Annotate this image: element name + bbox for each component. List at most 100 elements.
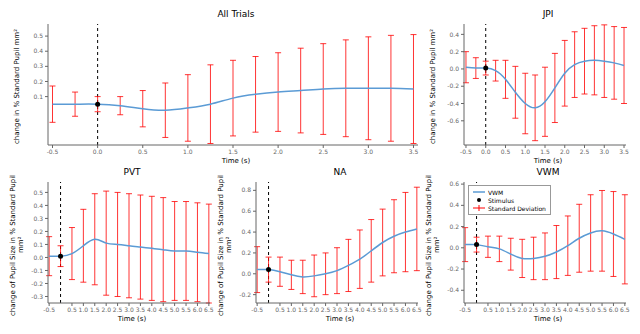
svg-text:1.0: 1.0 <box>520 148 530 155</box>
svg-text:-0.3: -0.3 <box>31 293 43 300</box>
svg-text:2.0: 2.0 <box>309 306 319 313</box>
svg-text:0.4: 0.4 <box>449 31 459 38</box>
svg-text:4.5: 4.5 <box>158 306 168 313</box>
svg-text:0.4: 0.4 <box>33 47 43 54</box>
svg-text:5.5: 5.5 <box>597 306 607 313</box>
svg-text:1.5: 1.5 <box>228 148 238 155</box>
svg-text:4.0: 4.0 <box>355 306 365 313</box>
svg-text:3.5: 3.5 <box>409 148 419 155</box>
svg-text:5.0: 5.0 <box>378 306 388 313</box>
svg-text:0.1: 0.1 <box>33 241 43 248</box>
svg-text:0.2: 0.2 <box>33 78 43 85</box>
svg-text:6.0: 6.0 <box>401 306 411 313</box>
svg-text:5.5: 5.5 <box>389 306 399 313</box>
svg-text:0.0: 0.0 <box>33 254 43 261</box>
svg-text:4.5: 4.5 <box>366 306 376 313</box>
svg-text:3.5: 3.5 <box>344 306 354 313</box>
svg-text:-0.6: -0.6 <box>447 117 459 124</box>
svg-text:0.5: 0.5 <box>275 306 285 313</box>
svg-text:5.0: 5.0 <box>586 306 596 313</box>
svg-text:1.5: 1.5 <box>540 148 550 155</box>
svg-text:0.0: 0.0 <box>449 244 459 251</box>
svg-text:5.5: 5.5 <box>181 306 191 313</box>
svg-text:-0.5: -0.5 <box>43 306 55 313</box>
svg-text:2.0: 2.0 <box>101 306 111 313</box>
svg-text:0.5: 0.5 <box>67 306 77 313</box>
svg-text:3.0: 3.0 <box>599 148 609 155</box>
svg-text:0.5: 0.5 <box>483 306 493 313</box>
svg-text:-0.2: -0.2 <box>447 82 459 89</box>
svg-text:1.0: 1.0 <box>183 148 193 155</box>
svg-text:2.5: 2.5 <box>580 148 590 155</box>
svg-text:3.0: 3.0 <box>124 306 134 313</box>
html-text:change of Pupil Size in % Stan: change of Pupil Size in % Standard Pupil… <box>425 174 441 316</box>
svg-text:3.5: 3.5 <box>136 306 146 313</box>
svg-text:-0.5: -0.5 <box>251 306 263 313</box>
svg-text:0.6: 0.6 <box>241 207 251 214</box>
svg-text:2.0: 2.0 <box>273 148 283 155</box>
svg-text:1.0: 1.0 <box>287 306 297 313</box>
svg-text:-0.4: -0.4 <box>447 100 459 107</box>
svg-text:-0.5: -0.5 <box>460 148 472 155</box>
svg-text:0.6: 0.6 <box>449 180 459 187</box>
svg-text:0.3: 0.3 <box>33 62 43 69</box>
svg-text:3.0: 3.0 <box>332 306 342 313</box>
svg-text:4.5: 4.5 <box>574 306 584 313</box>
svg-text:3.0: 3.0 <box>540 306 550 313</box>
svg-text:0.5: 0.5 <box>33 189 43 196</box>
svg-text:4.0: 4.0 <box>563 306 573 313</box>
svg-text:5.0: 5.0 <box>170 306 180 313</box>
html-text:NA: NA <box>333 167 347 177</box>
svg-text:6.5: 6.5 <box>204 306 214 313</box>
svg-text:0.4: 0.4 <box>241 228 251 235</box>
html-text:VWM: VWM <box>536 167 560 177</box>
svg-text:0.0: 0.0 <box>93 148 103 155</box>
svg-text:2.5: 2.5 <box>113 306 123 313</box>
svg-text:1.5: 1.5 <box>298 306 308 313</box>
svg-text:1.0: 1.0 <box>79 306 89 313</box>
svg-text:2.5: 2.5 <box>529 306 539 313</box>
svg-text:2.0: 2.0 <box>517 306 527 313</box>
svg-text:-0.2: -0.2 <box>239 291 251 298</box>
svg-text:-0.1: -0.1 <box>31 267 43 274</box>
svg-text:-0.5: -0.5 <box>47 148 59 155</box>
svg-text:0.5: 0.5 <box>501 148 511 155</box>
svg-text:3.5: 3.5 <box>619 148 629 155</box>
svg-text:0.2: 0.2 <box>449 48 459 55</box>
svg-text:0.5: 0.5 <box>138 148 148 155</box>
svg-text:0.0: 0.0 <box>481 148 491 155</box>
svg-text:0.2: 0.2 <box>33 228 43 235</box>
svg-text:0.2: 0.2 <box>241 249 251 256</box>
svg-text:0.0: 0.0 <box>449 65 459 72</box>
html-text:change of Pupil Size in % Stan: change of Pupil Size in % Standard Pupil… <box>9 174 25 316</box>
svg-text:2.5: 2.5 <box>321 306 331 313</box>
html-text:change of Pupil Size in % Stan: change of Pupil Size in % Standard Pupil… <box>217 174 233 316</box>
svg-text:0.1: 0.1 <box>33 93 43 100</box>
svg-text:2.0: 2.0 <box>560 148 570 155</box>
svg-text:0.4: 0.4 <box>449 201 459 208</box>
svg-text:-0.2: -0.2 <box>447 265 459 272</box>
svg-text:6.5: 6.5 <box>620 306 630 313</box>
svg-text:6.5: 6.5 <box>412 306 422 313</box>
svg-text:0.2: 0.2 <box>449 223 459 230</box>
svg-text:0.8: 0.8 <box>241 186 251 193</box>
svg-text:3.0: 3.0 <box>364 148 374 155</box>
svg-text:0.3: 0.3 <box>33 215 43 222</box>
svg-text:1.0: 1.0 <box>495 306 505 313</box>
svg-text:-0.2: -0.2 <box>31 280 43 287</box>
svg-text:1.5: 1.5 <box>506 306 516 313</box>
svg-text:-0.4: -0.4 <box>447 286 459 293</box>
svg-text:6.0: 6.0 <box>193 306 203 313</box>
svg-text:-0.5: -0.5 <box>459 306 471 313</box>
svg-text:0.0: 0.0 <box>241 270 251 277</box>
svg-text:6.0: 6.0 <box>609 306 619 313</box>
html-text:All Trials: All Trials <box>217 9 255 19</box>
svg-text:0.4: 0.4 <box>33 202 43 209</box>
svg-text:3.5: 3.5 <box>552 306 562 313</box>
svg-text:1.5: 1.5 <box>90 306 100 313</box>
svg-text:2.5: 2.5 <box>318 148 328 155</box>
svg-text:4.0: 4.0 <box>147 306 157 313</box>
html-text:JPI: JPI <box>542 9 554 19</box>
svg-text:0.5: 0.5 <box>33 32 43 39</box>
html-text:PVT: PVT <box>123 167 141 177</box>
